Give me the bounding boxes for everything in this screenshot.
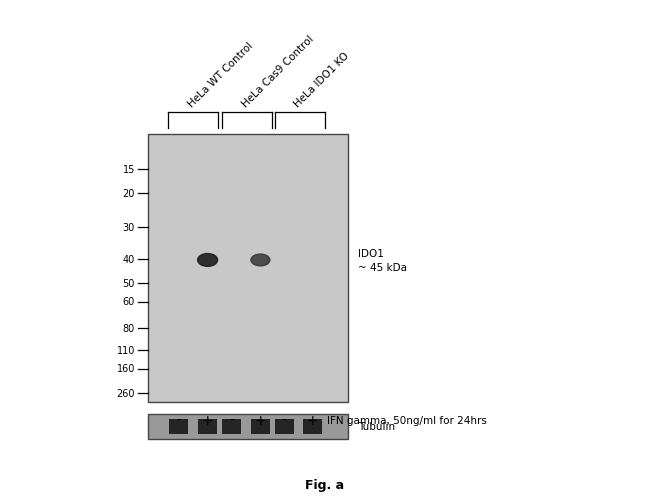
Text: 40: 40 (123, 255, 135, 265)
Text: HeLa Cas9 Control: HeLa Cas9 Control (240, 34, 316, 109)
Text: -: - (229, 413, 234, 427)
Text: 30: 30 (123, 223, 135, 233)
Ellipse shape (251, 255, 270, 267)
Text: +: + (202, 413, 213, 427)
Text: IFN gamma, 50ng/ml for 24hrs: IFN gamma, 50ng/ml for 24hrs (327, 415, 487, 425)
Text: 110: 110 (116, 345, 135, 355)
Bar (148, 135, 348, 402)
Text: Fig. a: Fig. a (306, 478, 345, 491)
Text: 80: 80 (123, 324, 135, 334)
Text: HeLa WT Control: HeLa WT Control (186, 40, 255, 109)
Bar (198, 419, 217, 434)
Text: 15: 15 (123, 164, 135, 174)
Ellipse shape (198, 254, 218, 267)
Text: IDO1
~ 45 kDa: IDO1 ~ 45 kDa (358, 248, 407, 273)
Bar (274, 419, 294, 434)
Bar (304, 419, 322, 434)
Bar (222, 419, 241, 434)
Text: 20: 20 (123, 189, 135, 199)
Text: 160: 160 (116, 364, 135, 374)
Text: 260: 260 (116, 388, 135, 398)
Text: 60: 60 (123, 297, 135, 307)
Text: 50: 50 (123, 278, 135, 288)
Text: +: + (255, 413, 266, 427)
Bar (148, 414, 348, 439)
Text: +: + (307, 413, 318, 427)
Text: -: - (281, 413, 287, 427)
Text: -: - (176, 413, 181, 427)
Bar (169, 419, 188, 434)
Text: Tubulin: Tubulin (358, 422, 395, 432)
Bar (251, 419, 270, 434)
Text: HeLa IDO1 KO: HeLa IDO1 KO (292, 50, 351, 109)
